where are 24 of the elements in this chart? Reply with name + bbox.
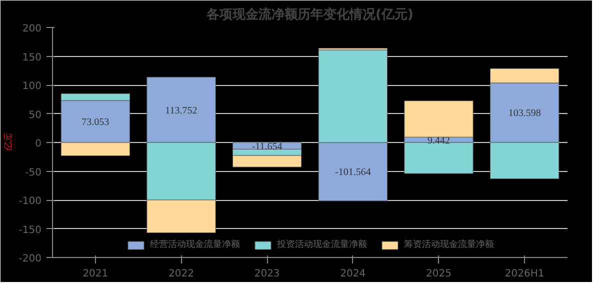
y-tick-label: 200 <box>22 24 42 34</box>
y-tick-label: -100 <box>18 196 42 207</box>
x-tick-label: 2026H1 <box>504 268 544 280</box>
y-tick-label: 150 <box>22 52 42 64</box>
data-label: -101.564 <box>335 167 371 178</box>
y-tick-label: -50 <box>25 167 42 178</box>
x-tick-label: 2025 <box>426 268 452 280</box>
data-label: 103.598 <box>508 108 541 120</box>
y-tick-label: 50 <box>28 110 42 121</box>
y-axis-title: 亿元 <box>2 132 14 152</box>
legend-label: 筹资活动现金流量净额 <box>404 238 494 251</box>
x-tick-label: 2022 <box>168 268 194 280</box>
x-tick-label: 2024 <box>340 268 366 280</box>
x-tick-label: 2021 <box>82 268 108 280</box>
y-tick-label: 0 <box>35 138 42 150</box>
y-tick-label: 100 <box>22 81 42 92</box>
data-label: 113.752 <box>165 105 198 116</box>
chart-title: 各项现金流净额历年变化情况(亿元) <box>206 6 414 22</box>
x-tick-label: 2023 <box>254 268 280 280</box>
y-tick-label: -200 <box>18 254 42 264</box>
data-label: 73.053 <box>82 116 110 128</box>
legend-label: 经营活动现金流量净额 <box>150 238 240 251</box>
y-tick-label: -150 <box>18 224 42 236</box>
legend-label: 投资活动现金流量净额 <box>277 238 367 251</box>
